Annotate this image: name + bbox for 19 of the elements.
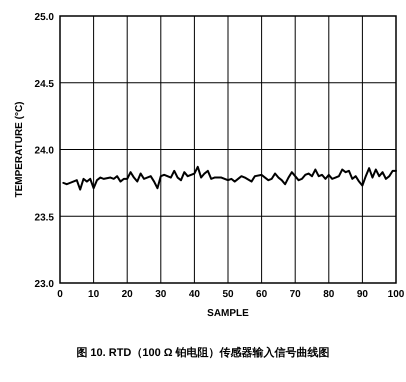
y-axis-title: TEMPERATURE (°C) (14, 101, 25, 198)
x-tick-label: 100 (388, 289, 405, 300)
caption: 图 10. RTD（100 Ω 铂电阻）传感器输入信号曲线图 (76, 346, 330, 359)
x-tick-label: 50 (222, 289, 234, 300)
y-tick-label: 25.0 (34, 12, 54, 23)
y-tick-label: 23.0 (34, 279, 54, 290)
x-tick-label: 80 (323, 289, 335, 300)
x-tick-label: 60 (256, 289, 268, 300)
x-tick-label: 90 (356, 289, 368, 300)
y-tick-label: 24.0 (34, 146, 54, 156)
x-tick-label: 40 (188, 289, 200, 300)
x-tick-label: 20 (122, 289, 134, 300)
x-axis-title: SAMPLE (207, 308, 250, 319)
x-tick-label: 30 (155, 289, 167, 300)
y-tick-label: 23.5 (34, 212, 54, 224)
x-tick-label: 10 (88, 289, 100, 300)
x-tick-label: 0 (57, 289, 64, 300)
y-tick-label: 24.5 (34, 78, 54, 90)
x-tick-label: 70 (290, 289, 302, 300)
